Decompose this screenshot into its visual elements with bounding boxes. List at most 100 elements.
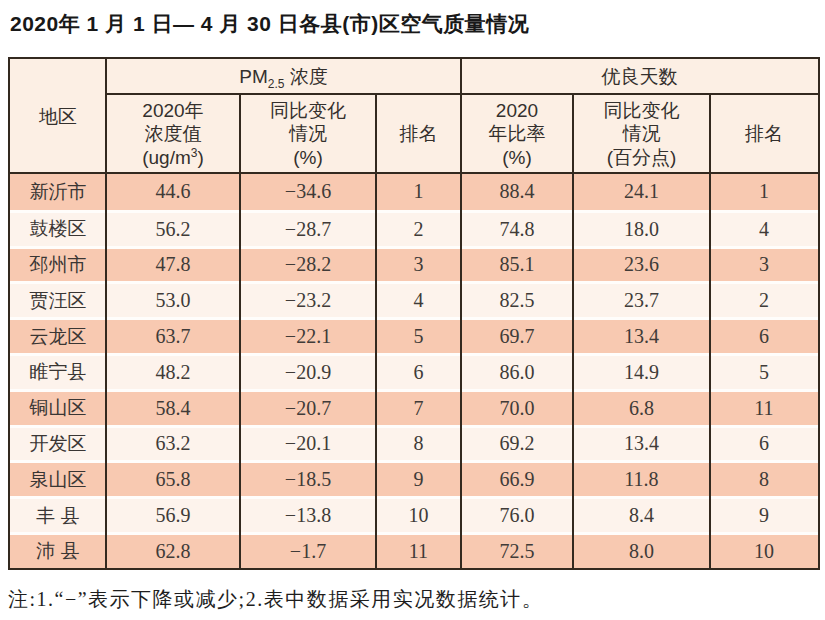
header-pm-rank: 排名: [376, 94, 461, 174]
pm-change-cell: −1.7: [240, 535, 376, 568]
good-ratio-cell: 82.5: [461, 284, 573, 317]
pm-change-cell: −20.7: [240, 392, 376, 425]
good-change-cell: 11.8: [573, 463, 710, 496]
good-rank-cell: 5: [710, 356, 818, 389]
table-row: 丰 县56.9−13.81076.08.49: [10, 496, 818, 532]
good-rank-cell: 8: [710, 463, 818, 496]
good-rank-cell: 9: [710, 499, 818, 532]
table-row: 沛 县62.8−1.71172.58.010: [10, 532, 818, 568]
pm-change-cell: −28.2: [240, 249, 376, 282]
pm-rank-cell: 3: [376, 249, 461, 282]
good-rank-cell: 6: [710, 428, 818, 461]
pm-change-cell: −22.1: [240, 320, 376, 353]
table-border-line: [105, 59, 107, 568]
region-cell: 鼓楼区: [10, 213, 106, 246]
good-rank-cell: 4: [710, 213, 818, 246]
table-border-line: [10, 172, 818, 174]
table-border-line: [239, 94, 241, 568]
page: 2020年 1 月 1 日— 4 月 30 日各县(市)区空气质量情况 地区 P…: [0, 0, 825, 620]
pm-rank-cell: 10: [376, 499, 461, 532]
pm-value-cell: 56.9: [106, 499, 240, 532]
table-border-line: [460, 59, 462, 568]
good-rank-cell: 10: [710, 535, 818, 568]
region-cell: 泉山区: [10, 463, 106, 496]
pm-rank-cell: 6: [376, 356, 461, 389]
table-body: 新沂市44.6−34.6188.424.11鼓楼区56.2−28.7274.81…: [10, 174, 818, 568]
region-cell: 贾汪区: [10, 284, 106, 317]
pm-value-cell: 53.0: [106, 284, 240, 317]
good-change-cell: 6.8: [573, 392, 710, 425]
good-change-cell: 8.4: [573, 499, 710, 532]
pm-value-cell: 48.2: [106, 356, 240, 389]
good-change-cell: 18.0: [573, 213, 710, 246]
pm-change-cell: −23.2: [240, 284, 376, 317]
pm-change-cell: −28.7: [240, 213, 376, 246]
good-ratio-cell: 72.5: [461, 535, 573, 568]
header-region: 地区: [10, 59, 106, 174]
table-row: 睢宁县48.2−20.9686.014.95: [10, 353, 818, 389]
pm-value-cell: 44.6: [106, 174, 240, 210]
pm-value-cell: 47.8: [106, 249, 240, 282]
good-change-cell: 13.4: [573, 320, 710, 353]
good-change-cell: 14.9: [573, 356, 710, 389]
good-ratio-cell: 88.4: [461, 174, 573, 210]
good-rank-cell: 11: [710, 392, 818, 425]
good-rank-cell: 3: [710, 249, 818, 282]
good-ratio-cell: 85.1: [461, 249, 573, 282]
header-good-change: 同比变化 情况 (百分点): [573, 94, 710, 174]
table-row: 开发区63.2−20.1869.213.46: [10, 425, 818, 461]
pm-rank-cell: 5: [376, 320, 461, 353]
table-row: 贾汪区53.0−23.2482.523.72: [10, 281, 818, 317]
pm-rank-cell: 2: [376, 213, 461, 246]
region-cell: 沛 县: [10, 535, 106, 568]
pm-value-cell: 58.4: [106, 392, 240, 425]
good-ratio-cell: 74.8: [461, 213, 573, 246]
table-row: 泉山区65.8−18.5966.911.88: [10, 460, 818, 496]
pm-rank-cell: 9: [376, 463, 461, 496]
region-cell: 云龙区: [10, 320, 106, 353]
pm25-label: PM2.5 浓度: [239, 65, 327, 88]
pm-value-cell: 65.8: [106, 463, 240, 496]
pm-value-cell: 62.8: [106, 535, 240, 568]
pm-change-cell: −18.5: [240, 463, 376, 496]
good-change-cell: 23.7: [573, 284, 710, 317]
good-ratio-cell: 70.0: [461, 392, 573, 425]
region-cell: 铜山区: [10, 392, 106, 425]
good-ratio-cell: 76.0: [461, 499, 573, 532]
pm-change-cell: −20.1: [240, 428, 376, 461]
good-rank-cell: 1: [710, 174, 818, 210]
header-good-rank: 排名: [710, 94, 818, 174]
pm-value-cell: 56.2: [106, 213, 240, 246]
table-border-line: [106, 93, 818, 95]
pm-rank-cell: 11: [376, 535, 461, 568]
region-cell: 睢宁县: [10, 356, 106, 389]
pm-value-cell: 63.2: [106, 428, 240, 461]
good-ratio-cell: 69.7: [461, 320, 573, 353]
table-border-line: [375, 94, 377, 568]
table-border-line: [709, 94, 711, 568]
region-cell: 邳州市: [10, 249, 106, 282]
region-cell: 丰 县: [10, 499, 106, 532]
pm-rank-cell: 7: [376, 392, 461, 425]
table-border-line: [572, 94, 574, 568]
table-row: 铜山区58.4−20.7770.06.811: [10, 389, 818, 425]
pm-change-cell: −34.6: [240, 174, 376, 210]
table-footnote: 注:1.“−”表示下降或减少;2.表中数据采用实况数据统计。: [8, 586, 543, 613]
table-row: 新沂市44.6−34.6188.424.11: [10, 174, 818, 210]
header-group-good-days: 优良天数: [461, 59, 818, 94]
table-row: 云龙区63.7−22.1569.713.46: [10, 317, 818, 353]
good-change-cell: 13.4: [573, 428, 710, 461]
header-pm-value: 2020年 浓度值 (ug/m3): [106, 94, 240, 174]
pm-rank-cell: 8: [376, 428, 461, 461]
header-pm-unit: (ug/m3): [142, 146, 204, 169]
good-change-cell: 23.6: [573, 249, 710, 282]
pm-value-cell: 63.7: [106, 320, 240, 353]
table-header: 地区 PM2.5 浓度 优良天数 2020年 浓度值 (ug/m3) 同比变化 …: [10, 59, 818, 174]
page-title: 2020年 1 月 1 日— 4 月 30 日各县(市)区空气质量情况: [10, 10, 529, 38]
header-good-ratio: 2020 年比率 (%): [461, 94, 573, 174]
good-change-cell: 8.0: [573, 535, 710, 568]
pm-rank-cell: 1: [376, 174, 461, 210]
good-ratio-cell: 69.2: [461, 428, 573, 461]
good-change-cell: 24.1: [573, 174, 710, 210]
pm-change-cell: −13.8: [240, 499, 376, 532]
